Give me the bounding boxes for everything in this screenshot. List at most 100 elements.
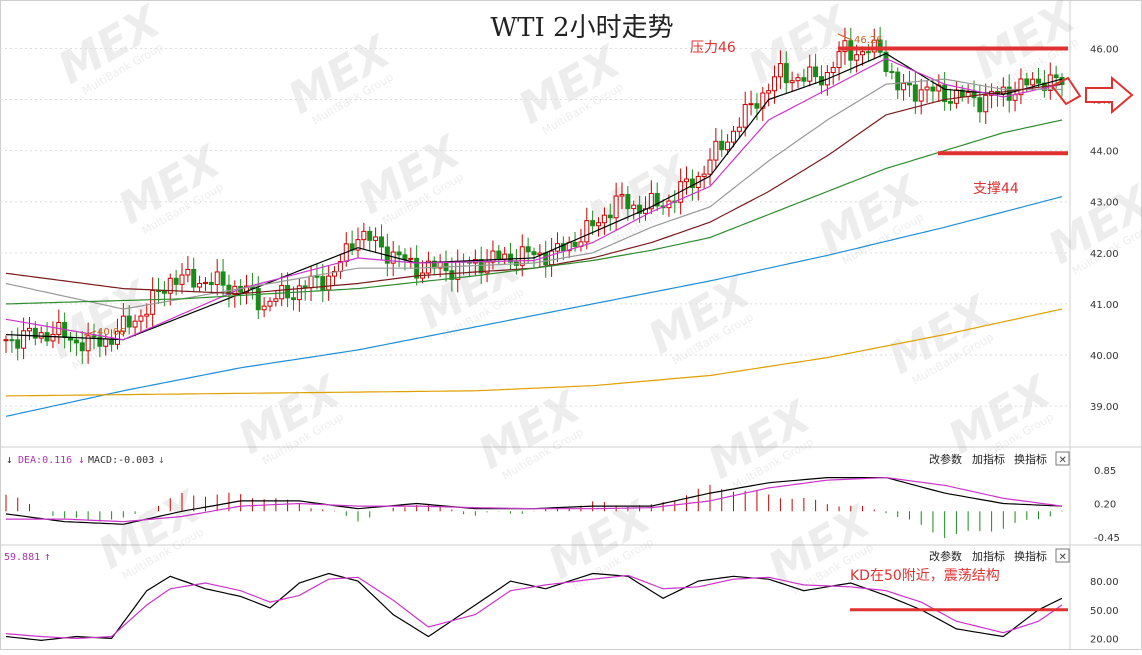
price-axis-tick: 42.00: [1090, 249, 1119, 260]
moving-average-line: [5, 308, 1063, 397]
dea-value-label: DEA:0.116: [18, 455, 72, 466]
candle-down: [367, 230, 373, 241]
candle-down: [173, 277, 179, 285]
candle-down: [478, 258, 484, 274]
kd-annotation-label: KD在50附近，震荡结构: [850, 568, 1000, 584]
macd-dea-line: [6, 476, 1063, 523]
low-marker-label: 40.06: [97, 327, 126, 338]
candle-down: [1024, 78, 1030, 86]
candle-up: [132, 320, 138, 328]
trend-arrow-right: [1085, 75, 1134, 115]
candle-up: [21, 330, 27, 349]
candle-down: [637, 204, 643, 214]
candle-up: [103, 338, 109, 347]
candle-up: [197, 283, 203, 288]
candle-up: [619, 194, 625, 197]
moving-average-line: [5, 196, 1063, 417]
kd-d-line: [5, 574, 1063, 640]
price-axis-tick: 41.00: [1090, 300, 1119, 311]
candle-up: [361, 230, 367, 241]
candle-up: [120, 315, 126, 332]
candle-down: [73, 339, 79, 344]
kd-close-icon: ✕: [1059, 552, 1067, 563]
candle-up: [830, 67, 836, 73]
candle-down: [942, 84, 948, 102]
candle-up: [3, 339, 9, 342]
candle-up: [490, 250, 496, 263]
candle-down: [32, 327, 38, 339]
macd-swap-indicator-button[interactable]: 换指标: [1014, 452, 1047, 466]
candle-up: [1018, 78, 1024, 96]
candle-up: [1012, 94, 1018, 101]
candle-down: [543, 252, 549, 266]
moving-average-line: [5, 119, 1063, 305]
macd-close-icon: ✕: [1059, 455, 1067, 466]
candle-up: [26, 327, 32, 332]
candle-down: [590, 220, 596, 227]
candle-up: [138, 315, 144, 322]
candle-down: [191, 268, 197, 288]
candle-down: [508, 253, 514, 263]
candle-down: [126, 315, 132, 328]
candle-up: [273, 298, 279, 302]
candle-up: [807, 66, 813, 82]
candle-up: [742, 104, 748, 128]
macd-arrow-icon: ↓: [78, 453, 85, 466]
macd-add-indicator-button[interactable]: 加指标: [972, 452, 1005, 466]
candle-down: [848, 40, 854, 61]
candle-down: [865, 51, 871, 54]
candle-down: [285, 284, 291, 299]
macd-close-button[interactable]: [1055, 451, 1070, 466]
candle-up: [789, 80, 795, 84]
kd-params-button[interactable]: 改参数: [929, 549, 962, 563]
high-marker-arrow: [837, 33, 853, 41]
candle-up: [684, 178, 690, 183]
low-marker-arrow: [83, 330, 97, 336]
candle-up: [267, 300, 273, 307]
candle-up: [953, 89, 959, 104]
candle-down: [801, 77, 807, 82]
candle-down: [320, 276, 326, 291]
macd-params-button[interactable]: 改参数: [929, 452, 962, 466]
candle-down: [959, 89, 965, 98]
macd-value-label: MACD:-0.003: [88, 455, 154, 466]
kd-value-label: 59.881: [4, 552, 40, 563]
candle-up: [537, 252, 543, 256]
candle-down: [449, 270, 455, 280]
candle-down: [314, 275, 320, 278]
candle-up: [725, 141, 731, 151]
candle-down: [572, 241, 578, 247]
price-axis-tick: 44.00: [1090, 147, 1119, 158]
kd-close-button[interactable]: [1055, 548, 1070, 563]
candle-up: [901, 82, 907, 91]
candle-down: [906, 82, 912, 86]
candle-down: [889, 71, 895, 74]
candle-up: [736, 126, 742, 132]
candle-up: [549, 250, 555, 266]
high-marker-label: 46.26: [854, 35, 883, 46]
candle-up: [613, 195, 619, 219]
kd-add-indicator-button[interactable]: 加指标: [972, 549, 1005, 563]
kd-swap-indicator-button[interactable]: 换指标: [1014, 549, 1047, 563]
moving-average-line: [5, 52, 1063, 341]
candle-down: [91, 335, 97, 338]
candle-up: [596, 222, 602, 227]
candle-up: [713, 140, 719, 161]
candle-up: [308, 275, 314, 289]
candle-up: [185, 268, 191, 276]
candle-down: [531, 251, 537, 256]
candle-up: [519, 246, 525, 266]
candle-down: [607, 214, 613, 219]
candle-up: [1030, 78, 1036, 86]
candle-up: [601, 214, 607, 224]
kd-axis-tick: 20.00: [1090, 634, 1119, 645]
macd-axis-tick: 0.85: [1094, 466, 1116, 477]
candle-up: [777, 63, 783, 78]
candle-up: [707, 159, 713, 175]
